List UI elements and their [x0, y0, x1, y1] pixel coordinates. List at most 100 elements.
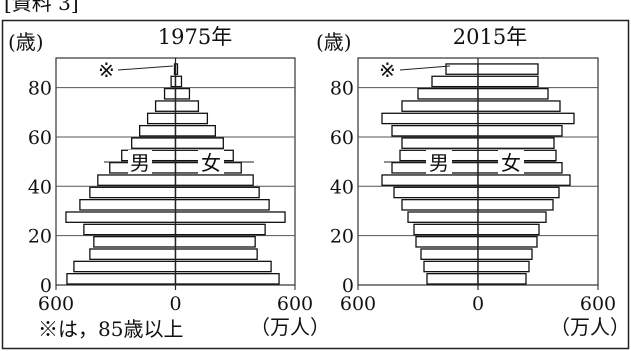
- male-bar-25-29-2015: [407, 211, 479, 223]
- age-bars-1975: [65, 63, 286, 285]
- male-bar-75-79-2015: [417, 87, 479, 100]
- female-bar-20-24-2015: [477, 223, 540, 236]
- female-bar-35-39-1975: [174, 186, 260, 199]
- male-bar-5-9-1975: [73, 260, 177, 273]
- male-bar-75-79-1975: [163, 87, 177, 100]
- female-bar-70-74-2015: [477, 100, 561, 112]
- male-bar-20-24-1975: [83, 223, 177, 236]
- male-label-1975: 男: [130, 151, 150, 175]
- female-bar-40-44-2015: [477, 174, 571, 186]
- male-bar-60-64-1975: [138, 124, 177, 137]
- male-bar-80-84-2015: [431, 75, 479, 88]
- female-bar-75-79-2015: [477, 87, 549, 100]
- female-bar-85+-2015: [477, 63, 539, 75]
- population-tick-1-1975: 0: [169, 293, 181, 315]
- age-tick-80-1975: 80: [28, 78, 52, 100]
- female-bar-5-9-2015: [477, 260, 530, 273]
- female-label-1975: 女: [201, 151, 221, 175]
- figure-frame: [1, 19, 630, 350]
- male-bar-70-74-1975: [154, 100, 177, 112]
- female-bar-20-24-1975: [174, 223, 266, 236]
- oldest-pointer-2015: [399, 65, 451, 71]
- male-bar-40-44-1975: [97, 174, 177, 186]
- male-bar-0-4-2015: [426, 273, 479, 285]
- age-tick-40-1975: 40: [28, 176, 52, 198]
- female-label-bg-1975: [198, 150, 224, 174]
- female-bar-80-84-1975: [174, 75, 183, 88]
- male-bar-30-34-2015: [401, 198, 479, 211]
- x-unit-label-1975: （万人）: [250, 315, 330, 339]
- population-tick-2-1975: 600: [277, 293, 313, 315]
- oldest-marker-2015: ※: [379, 58, 396, 82]
- female-bar-0-4-2015: [477, 273, 527, 285]
- chart-title-1975: 1975年: [158, 25, 232, 49]
- age-tick-20-2015: 20: [330, 226, 354, 248]
- male-bar-85+-2015: [445, 63, 479, 75]
- female-bar-15-19-1975: [174, 236, 256, 248]
- female-bar-25-29-2015: [477, 211, 547, 223]
- age-tick-80-2015: 80: [330, 78, 354, 100]
- figure-header: [資料 3]: [4, 0, 79, 15]
- chart-title-2015: 2015年: [453, 25, 527, 49]
- female-bar-35-39-2015: [477, 186, 560, 199]
- female-bar-10-14-1975: [174, 248, 258, 260]
- age-unit-1975: (歳): [8, 30, 44, 54]
- age-tick-40-2015: 40: [330, 176, 354, 198]
- female-bar-15-19-2015: [477, 236, 538, 248]
- male-bar-60-64-2015: [391, 124, 479, 137]
- male-bar-80-84-1975: [170, 75, 177, 88]
- age-tick-labels-2015: 0 20 40 60 80: [330, 78, 354, 297]
- female-bar-60-64-2015: [477, 124, 563, 137]
- male-bar-65-69-2015: [381, 112, 479, 125]
- female-bar-55-59-1975: [174, 137, 224, 149]
- male-bar-30-34-1975: [79, 198, 177, 211]
- male-bar-0-4-1975: [66, 273, 177, 285]
- male-bar-5-9-2015: [423, 260, 479, 273]
- age-tick-60-1975: 60: [28, 127, 52, 149]
- footnote-85-plus: ※は，85歳以上: [38, 317, 183, 341]
- oldest-marker-1975: ※: [98, 58, 115, 82]
- female-bar-30-34-1975: [174, 198, 270, 211]
- population-tick-labels-1975: 600 0 600: [38, 285, 313, 315]
- female-label-2015: 女: [501, 151, 521, 175]
- male-bar-70-74-2015: [401, 100, 479, 112]
- oldest-pointer-1975: [117, 65, 174, 71]
- x-unit-label-2015: （万人）: [550, 315, 630, 339]
- female-bar-80-84-2015: [477, 75, 539, 88]
- population-tick-labels-2015: 600 0 600: [340, 285, 616, 315]
- age-tick-0-2015: 0: [342, 275, 354, 297]
- male-label-2015: 男: [429, 151, 449, 175]
- male-bar-35-39-1975: [89, 186, 177, 199]
- age-tick-60-2015: 60: [330, 127, 354, 149]
- male-bar-15-19-2015: [415, 236, 479, 248]
- female-bar-10-14-2015: [477, 248, 533, 260]
- female-bar-65-69-2015: [477, 112, 575, 125]
- female-bar-30-34-2015: [477, 198, 554, 211]
- male-label-bg-1975: [128, 150, 152, 174]
- male-bar-55-59-2015: [401, 137, 479, 149]
- male-bar-10-14-1975: [89, 248, 177, 260]
- male-bar-40-44-2015: [381, 174, 479, 186]
- population-tick-1-2015: 0: [472, 293, 484, 315]
- female-bar-65-69-1975: [174, 112, 209, 125]
- age-tick-labels-1975: 0 20 40 60 80: [28, 78, 52, 297]
- female-bar-55-59-2015: [477, 137, 555, 149]
- male-bar-65-69-1975: [146, 112, 177, 125]
- age-tick-0-1975: 0: [40, 275, 52, 297]
- population-tick-0-1975: 600: [38, 293, 74, 315]
- female-bar-60-64-1975: [174, 124, 216, 137]
- female-bar-5-9-1975: [174, 260, 272, 273]
- male-bar-55-59-1975: [131, 137, 177, 149]
- female-bar-25-29-1975: [174, 211, 286, 223]
- female-bar-75-79-1975: [174, 87, 191, 100]
- female-bar-70-74-1975: [174, 100, 200, 112]
- female-bar-40-44-1975: [174, 174, 254, 186]
- male-label-bg-2015: [426, 150, 452, 174]
- population-tick-0-2015: 600: [340, 293, 376, 315]
- male-bar-10-14-2015: [420, 248, 479, 260]
- female-bar-0-4-1975: [174, 273, 280, 285]
- male-bar-35-39-2015: [393, 186, 479, 199]
